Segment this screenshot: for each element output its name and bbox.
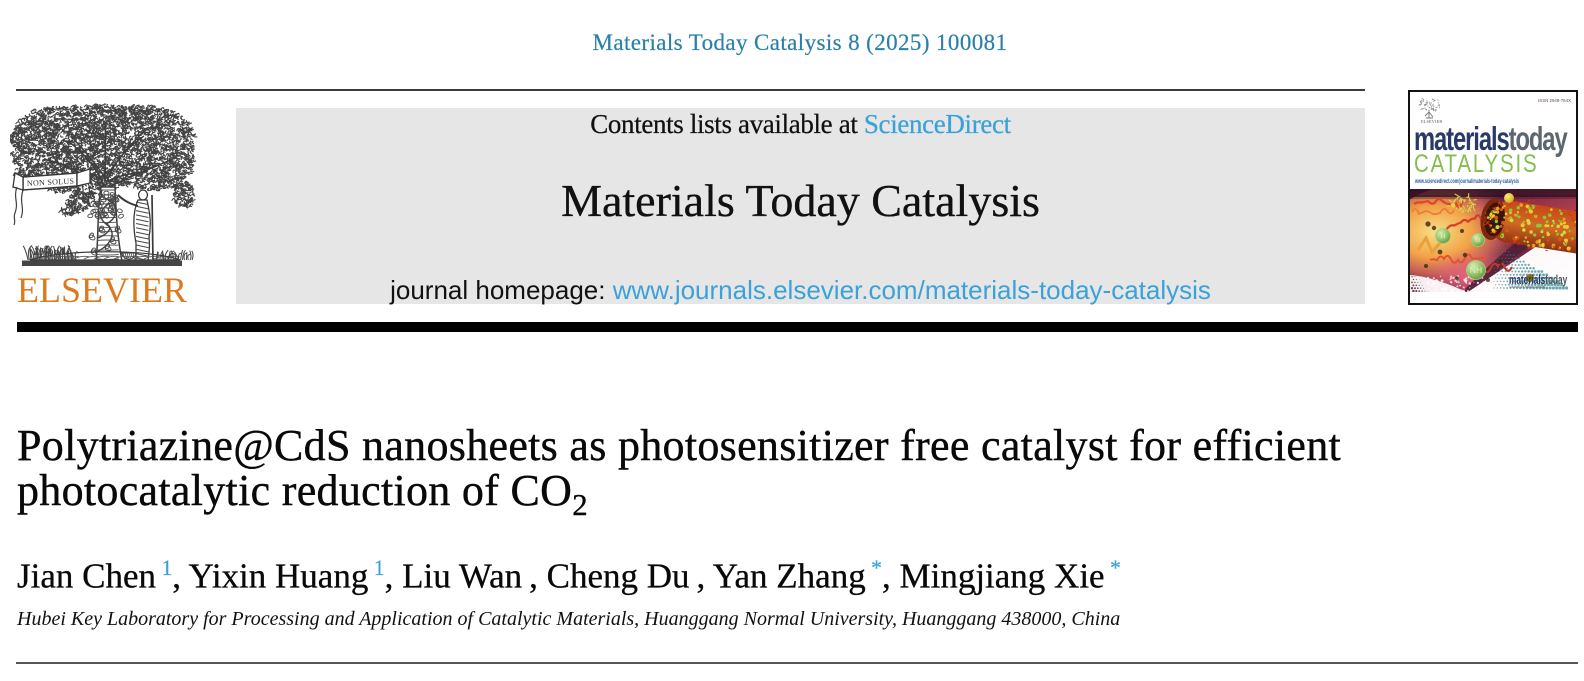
svg-text:ELSEVIER: ELSEVIER (1421, 119, 1442, 124)
svg-text:materialstoday: materialstoday (1414, 121, 1568, 158)
svg-text:NH: NH (1470, 265, 1482, 275)
svg-text:NON SOLUS: NON SOLUS (27, 177, 75, 188)
svg-text:ISSN 2949-754X: ISSN 2949-754X (1538, 98, 1571, 103)
svg-text:CATALYSIS: CATALYSIS (1414, 149, 1538, 177)
svg-text:www.sciencedirect.com/journal/: www.sciencedirect.com/journal/materials-… (1414, 178, 1519, 185)
svg-text:Connecting the materials commu: Connecting the materials community (1509, 284, 1546, 289)
svg-text:H: H (1441, 233, 1446, 240)
svg-text:materialstoday: materialstoday (1509, 273, 1567, 287)
svg-text:O: O (1476, 238, 1481, 244)
